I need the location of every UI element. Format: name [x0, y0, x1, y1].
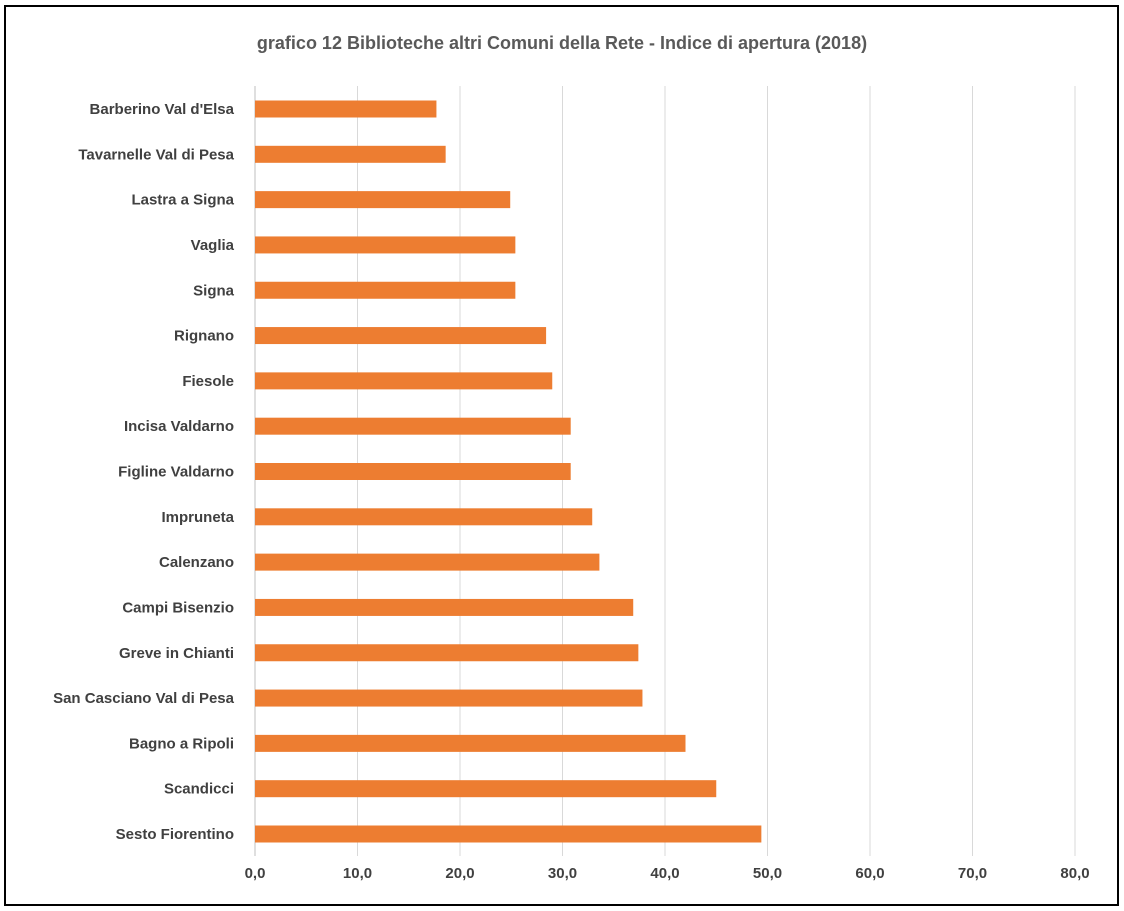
x-tick-label: 70,0 [958, 865, 987, 882]
category-label: Lastra a Signa [131, 192, 234, 209]
category-label: Calenzano [159, 554, 234, 571]
x-tick-label: 30,0 [548, 865, 577, 882]
bar [255, 463, 571, 480]
bar [255, 508, 593, 526]
bar [255, 281, 516, 299]
category-label: Fiesole [182, 373, 234, 390]
bar [255, 236, 516, 254]
bar [255, 145, 446, 163]
x-tick-label: 0,0 [245, 865, 266, 882]
x-tick-label: 80,0 [1060, 865, 1089, 882]
category-label: Campi Bisenzio [122, 599, 234, 616]
bar [255, 100, 437, 118]
bar [255, 780, 717, 798]
category-label: Bagno a Ripoli [129, 735, 234, 752]
category-label: Scandicci [164, 781, 234, 798]
bar [255, 327, 547, 345]
category-label: Vaglia [191, 237, 235, 254]
category-label: San Casciano Val di Pesa [53, 690, 235, 707]
bar [255, 644, 639, 662]
bar [255, 734, 686, 752]
x-tick-label: 20,0 [445, 865, 474, 882]
category-label: Sesto Fiorentino [116, 826, 234, 843]
bar [255, 598, 634, 616]
x-tick-label: 50,0 [753, 865, 782, 882]
bar [255, 191, 511, 209]
bar [255, 417, 571, 435]
x-tick-labels: 0,0 10,0 20,0 30,0 40,0 50,0 60,0 70,0 80,0 [245, 865, 1090, 882]
category-label: Barberino Val d'Elsa [90, 101, 235, 118]
category-label: Incisa Valdarno [124, 418, 234, 435]
category-label: Figline Valdarno [118, 464, 234, 481]
category-labels: Barberino Val d'Elsa Tavarnelle Val di Pe… [53, 101, 235, 843]
category-label: Rignano [174, 328, 234, 345]
category-label: Tavarnelle Val di Pesa [78, 146, 234, 163]
chart-frame [4, 5, 1119, 906]
x-tick-label: 10,0 [343, 865, 372, 882]
chart-title: grafico 12 Biblioteche altri Comuni dell… [256, 33, 868, 53]
category-label: Signa [193, 282, 234, 299]
x-tick-label: 60,0 [855, 865, 884, 882]
x-tick-label: 40,0 [650, 865, 679, 882]
category-label: Impruneta [161, 509, 234, 526]
bars [255, 100, 762, 843]
bar [255, 689, 643, 707]
bar [255, 553, 600, 571]
bar [255, 825, 762, 843]
category-label: Greve in Chianti [119, 645, 234, 662]
bar [255, 372, 553, 390]
